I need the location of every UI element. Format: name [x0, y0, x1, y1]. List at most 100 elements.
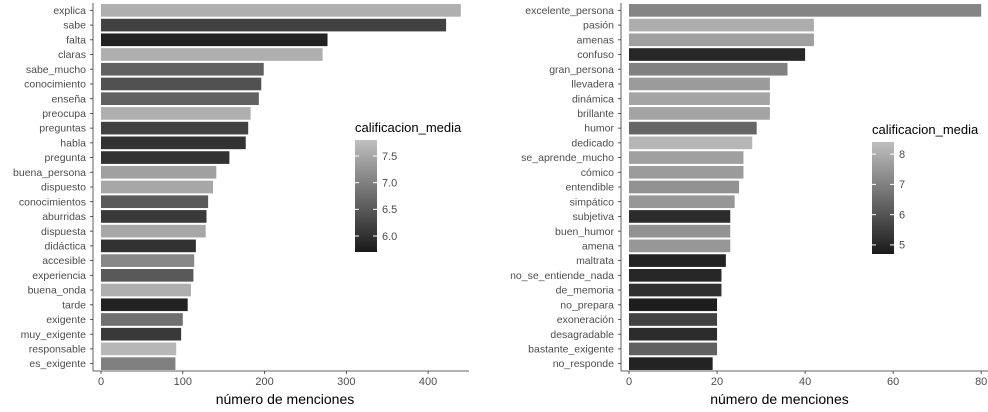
- bar-humor: [629, 121, 757, 135]
- x-tick-label: 400: [419, 376, 437, 388]
- bar-falta: [101, 33, 328, 47]
- bar-dedicado: [629, 136, 753, 150]
- category-label: experiencia: [32, 270, 86, 282]
- x-tick-label: 60: [887, 376, 899, 388]
- category-label: habla: [60, 137, 86, 149]
- category-label: buena_onda: [28, 285, 87, 297]
- category-label: preguntas: [39, 123, 86, 135]
- category-label: no_se_entiende_nada: [510, 270, 614, 282]
- category-label: no_prepara: [560, 299, 614, 311]
- x-tick-label: 0: [98, 376, 104, 388]
- category-label: conocimientos: [19, 196, 86, 208]
- bar-maltrata: [629, 254, 726, 267]
- category-label: se_aprende_mucho: [521, 152, 614, 164]
- x-tick-label: 40: [799, 376, 811, 388]
- category-label: tarde: [62, 299, 86, 311]
- bar-dinámica: [629, 92, 770, 106]
- category-label: dispuesta: [41, 226, 86, 238]
- bar-se_aprende_mucho: [629, 151, 744, 164]
- category-label: enseña: [52, 93, 87, 105]
- bar-bastante_exigente: [629, 342, 718, 356]
- bar-excelente_persona: [629, 4, 982, 17]
- bar-pregunta: [101, 151, 230, 164]
- category-label: conocimiento: [24, 79, 86, 91]
- legend-tick-label: 6: [899, 209, 905, 221]
- x-tick-label: 200: [255, 376, 273, 388]
- category-label: maltrata: [576, 255, 614, 267]
- category-label: responsable: [29, 344, 86, 356]
- category-label: explica: [53, 5, 86, 17]
- category-label: dispuesto: [41, 182, 86, 194]
- legend-tick-label: 6.5: [382, 204, 397, 216]
- category-label: dinámica: [572, 93, 614, 105]
- category-label: exigente: [46, 314, 86, 326]
- category-label: pasión: [583, 20, 614, 32]
- bar-llevadera: [629, 77, 770, 91]
- bar-no_se_entiende_nada: [629, 268, 722, 282]
- bar-preguntas: [101, 121, 249, 135]
- legend-tick-label: 6.0: [382, 231, 397, 243]
- category-label: exoneración: [557, 314, 614, 326]
- x-tick-label: 300: [337, 376, 355, 388]
- legend-title: calificacion_media: [355, 120, 462, 135]
- legend-title: calificacion_media: [872, 122, 979, 137]
- category-label: subjetiva: [573, 211, 615, 223]
- bar-desagradable: [629, 327, 718, 341]
- category-label: humor: [584, 123, 614, 135]
- bar-simpático: [629, 195, 735, 209]
- bar-exoneración: [629, 313, 718, 326]
- category-label: amenas: [577, 34, 614, 46]
- category-label: brillante: [577, 108, 614, 120]
- bar-buena_persona: [101, 165, 217, 179]
- bar-claras: [101, 48, 323, 61]
- category-label: llevadera: [571, 79, 614, 91]
- legend-tick-label: 8: [899, 149, 905, 161]
- category-label: dedicado: [571, 137, 614, 149]
- category-label: cómico: [581, 167, 614, 179]
- bar-es_exigente: [101, 357, 176, 370]
- category-label: excelente_persona: [525, 5, 614, 17]
- category-label: amena: [582, 240, 614, 252]
- category-label: falta: [66, 34, 86, 46]
- category-label: sabe_mucho: [26, 64, 86, 76]
- bar-habla: [101, 136, 246, 150]
- category-label: didáctica: [45, 240, 87, 252]
- bar-exigente: [101, 313, 183, 326]
- category-label: desagradable: [550, 329, 614, 341]
- bar-gran_persona: [629, 62, 788, 76]
- x-axis-title: número de menciones: [710, 391, 849, 407]
- bar-no_responde: [629, 357, 713, 370]
- x-tick-label: 100: [174, 376, 192, 388]
- legend-tick-label: 7.0: [382, 177, 397, 189]
- category-label: pregunta: [45, 152, 87, 164]
- bar-brillante: [629, 107, 770, 120]
- category-label: buen_humor: [555, 226, 614, 238]
- category-label: muy_exigente: [21, 329, 87, 341]
- category-label: sabe: [63, 20, 86, 32]
- category-label: accesible: [42, 255, 86, 267]
- bar-muy_exigente: [101, 327, 182, 341]
- category-label: de_memoria: [556, 285, 615, 297]
- category-label: confuso: [577, 49, 614, 61]
- bar-sabe_mucho: [101, 62, 264, 76]
- left-bar-chart: explica sabe falta claras sabe_mucho conocimi…: [13, 3, 469, 407]
- category-label: simpático: [570, 196, 615, 208]
- category-label: es_exigente: [29, 358, 86, 370]
- category-label: claras: [58, 49, 86, 61]
- legend-tick-label: 7.5: [382, 151, 397, 163]
- bar-cómico: [629, 165, 744, 179]
- bar-de_memoria: [629, 283, 722, 297]
- bar-experiencia: [101, 268, 194, 282]
- bar-dispuesto: [101, 180, 214, 194]
- bar-preocupa: [101, 107, 251, 120]
- bar-aburridas: [101, 210, 207, 223]
- bar-accesible: [101, 254, 195, 267]
- legend-tick-label: 7: [899, 179, 905, 191]
- bar-tarde: [101, 298, 188, 312]
- bar-dispuesta: [101, 224, 206, 238]
- bar-responsable: [101, 342, 177, 356]
- category-label: bastante_exigente: [528, 344, 614, 356]
- x-tick-label: 80: [975, 376, 987, 388]
- bar-conocimientos: [101, 195, 209, 209]
